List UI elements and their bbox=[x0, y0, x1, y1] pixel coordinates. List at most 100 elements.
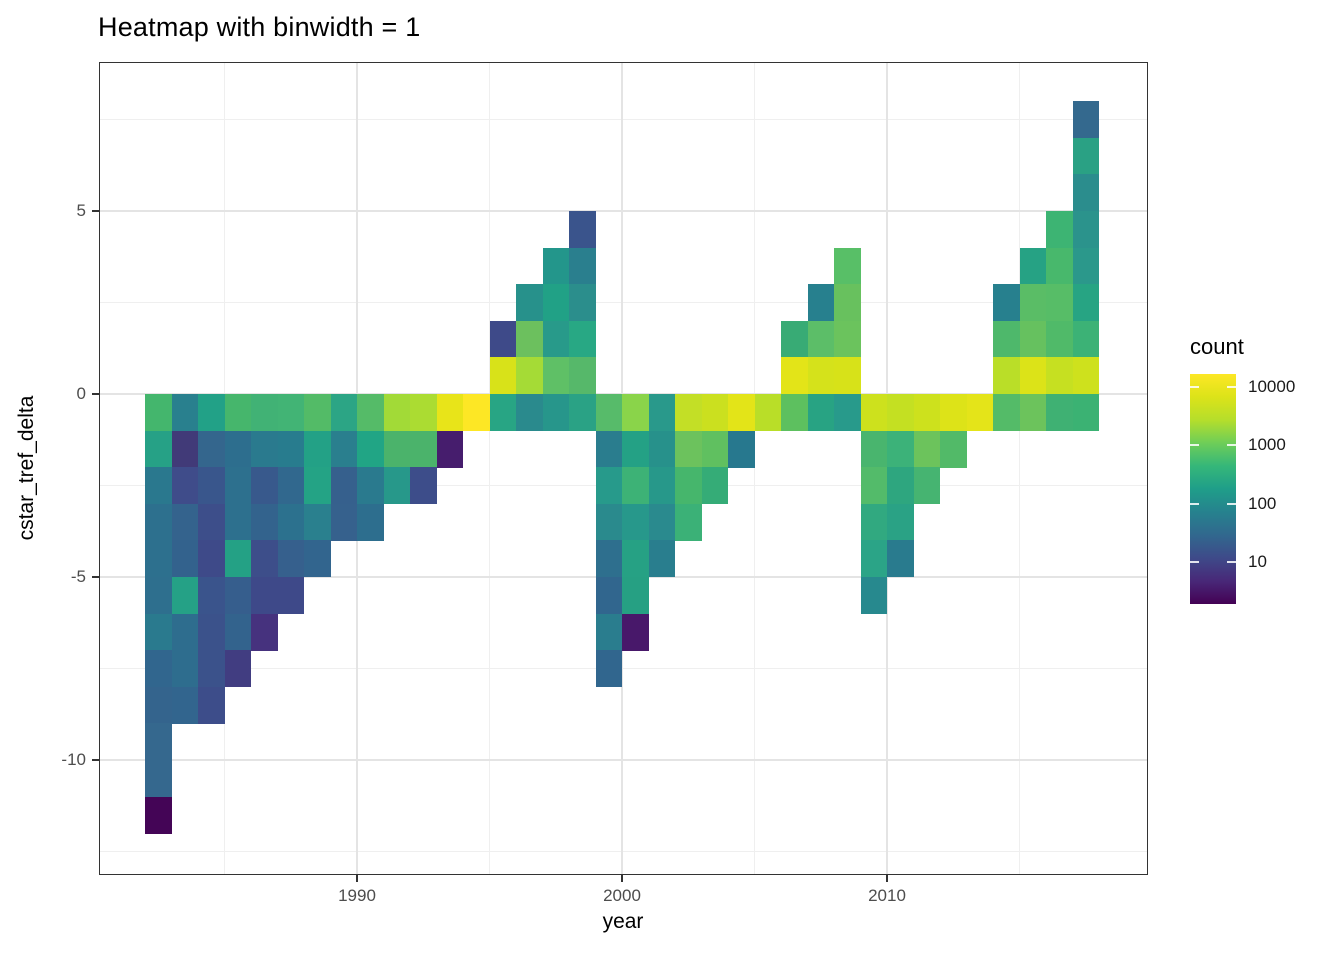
heatmap-cell bbox=[198, 430, 225, 468]
heatmap-cell bbox=[860, 577, 888, 614]
y-tick-mark bbox=[92, 210, 99, 212]
heatmap-cell bbox=[251, 430, 278, 468]
heatmap-cell bbox=[887, 467, 914, 505]
legend: count 10000 1000 100 10 bbox=[1190, 334, 1344, 624]
heatmap-cell bbox=[675, 430, 702, 468]
heatmap-cell bbox=[542, 284, 570, 322]
heatmap-cell bbox=[224, 467, 252, 505]
heatmap-cell bbox=[145, 650, 172, 688]
heatmap-cell bbox=[1046, 211, 1073, 248]
heatmap-cell bbox=[304, 467, 331, 505]
y-tick-label: 0 bbox=[76, 384, 86, 403]
heatmap-cell bbox=[198, 503, 225, 541]
heatmap-cell bbox=[198, 540, 225, 578]
heatmap-cell bbox=[860, 503, 888, 541]
heatmap-cell bbox=[1046, 320, 1073, 358]
heatmap-cell bbox=[569, 357, 596, 395]
heatmap-cell bbox=[383, 467, 411, 505]
x-tick-label: 1990 bbox=[338, 886, 376, 905]
heatmap-cell bbox=[383, 394, 411, 431]
heatmap-cell bbox=[1072, 211, 1100, 248]
heatmap-cell bbox=[357, 467, 384, 505]
heatmap-cell bbox=[304, 540, 331, 578]
heatmap-cell bbox=[198, 577, 225, 614]
heatmap-cell bbox=[1072, 284, 1100, 322]
heatmap-cell bbox=[1046, 357, 1073, 395]
heatmap-cell bbox=[277, 503, 305, 541]
heatmap-cell bbox=[728, 430, 755, 468]
heatmap-cell bbox=[701, 430, 729, 468]
heatmap-cell bbox=[410, 430, 437, 468]
heatmap-cell bbox=[622, 394, 649, 431]
heatmap-cell bbox=[251, 503, 278, 541]
heatmap-cell bbox=[860, 394, 888, 431]
heatmap-cell bbox=[993, 394, 1020, 431]
heatmap-cell bbox=[595, 613, 623, 651]
heatmap-cell bbox=[595, 394, 623, 431]
y-tick-label: -10 bbox=[61, 750, 86, 769]
heatmap-cell bbox=[171, 467, 199, 505]
heatmap-cell bbox=[1019, 320, 1047, 358]
heatmap-cell bbox=[993, 357, 1020, 395]
heatmap-cell bbox=[145, 723, 172, 761]
heatmap-cell bbox=[569, 247, 596, 285]
heatmap-cell bbox=[1072, 394, 1100, 431]
heatmap-cell bbox=[277, 394, 305, 431]
gridline-minor bbox=[99, 668, 1148, 669]
y-tick-mark bbox=[92, 393, 99, 395]
heatmap-cell bbox=[330, 430, 358, 468]
gridline-major bbox=[99, 210, 1148, 212]
heatmap-cell bbox=[198, 613, 225, 651]
heatmap-cell bbox=[675, 503, 702, 541]
heatmap-cell bbox=[781, 394, 808, 431]
heatmap-cell bbox=[569, 320, 596, 358]
heatmap-cell bbox=[145, 686, 172, 724]
heatmap-cell bbox=[595, 503, 623, 541]
heatmap-cell bbox=[542, 247, 570, 285]
heatmap-cell bbox=[834, 284, 861, 322]
legend-tick-mark bbox=[1227, 502, 1236, 505]
heatmap-cell bbox=[622, 540, 649, 578]
heatmap-cell bbox=[171, 540, 199, 578]
x-tick-label: 2010 bbox=[868, 886, 906, 905]
heatmap-cell bbox=[410, 467, 437, 505]
heatmap-cell bbox=[1019, 394, 1047, 431]
heatmap-cell bbox=[887, 430, 914, 468]
heatmap-cell bbox=[516, 284, 543, 322]
gridline-minor bbox=[99, 119, 1148, 120]
heatmap-cell bbox=[330, 503, 358, 541]
heatmap-cell bbox=[834, 394, 861, 431]
heatmap-cell bbox=[198, 650, 225, 688]
legend-tick-mark bbox=[1227, 385, 1236, 388]
heatmap-cell bbox=[1019, 247, 1047, 285]
heatmap-cell bbox=[622, 577, 649, 614]
heatmap-cell bbox=[993, 320, 1020, 358]
heatmap-cell bbox=[304, 430, 331, 468]
heatmap-cell bbox=[834, 320, 861, 358]
gridline-minor bbox=[1019, 62, 1020, 875]
legend-tick-mark bbox=[1190, 444, 1199, 447]
heatmap-cell bbox=[224, 503, 252, 541]
heatmap-cell bbox=[516, 357, 543, 395]
heatmap-cell bbox=[1072, 174, 1100, 212]
heatmap-cell bbox=[304, 394, 331, 431]
x-tick-label: 2000 bbox=[603, 886, 641, 905]
x-tick-mark bbox=[356, 875, 358, 882]
heatmap-cell bbox=[516, 320, 543, 358]
heatmap-cell bbox=[860, 467, 888, 505]
heatmap-cell bbox=[463, 394, 490, 431]
heatmap-cell bbox=[595, 577, 623, 614]
gridline-major bbox=[99, 759, 1148, 761]
heatmap-cell bbox=[807, 357, 835, 395]
heatmap-cell bbox=[171, 613, 199, 651]
heatmap-cell bbox=[675, 394, 702, 431]
heatmap-cell bbox=[781, 357, 808, 395]
heatmap-cell bbox=[277, 577, 305, 614]
heatmap-cell bbox=[251, 467, 278, 505]
heatmap-cell bbox=[145, 430, 172, 468]
heatmap-cell bbox=[1072, 357, 1100, 395]
heatmap-cell bbox=[224, 540, 252, 578]
heatmap-cell bbox=[807, 394, 835, 431]
heatmap-cell bbox=[701, 394, 729, 431]
heatmap-cell bbox=[807, 284, 835, 322]
